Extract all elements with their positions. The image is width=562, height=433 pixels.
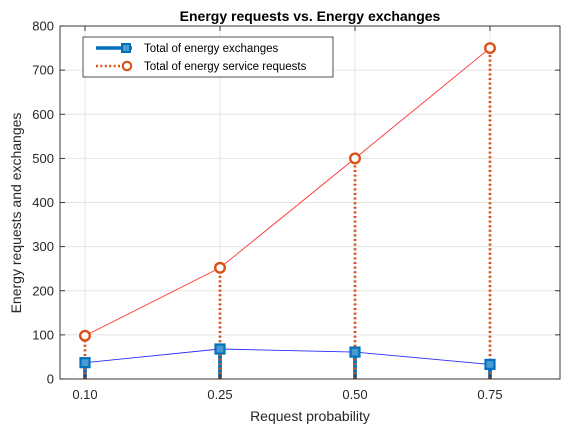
- series-1-connector-line: [84, 47, 491, 337]
- y-tick-label: 400: [32, 195, 54, 210]
- y-tick-label: 300: [32, 239, 54, 254]
- y-axis-label: Energy requests and exchanges: [8, 113, 24, 314]
- legend-label-requests: Total of energy service requests: [144, 61, 307, 73]
- y-tick-label: 200: [32, 283, 54, 298]
- series-0-marker: [484, 358, 496, 371]
- x-tick-label: 0.10: [72, 387, 97, 402]
- legend: Total of energy exchanges Total of energ…: [82, 36, 334, 78]
- x-tick-label: 0.25: [207, 387, 232, 402]
- series-0-marker: [349, 346, 361, 358]
- x-tick-label: 0.75: [477, 387, 502, 402]
- legend-swatch-marker-0: [121, 43, 131, 53]
- series-0-marker: [79, 357, 91, 369]
- y-tick-label: 0: [47, 372, 54, 387]
- chart-title: Energy requests vs. Energy exchanges: [180, 8, 441, 24]
- legend-label-exchanges: Total of energy exchanges: [144, 43, 279, 55]
- series-1-marker: [349, 152, 362, 165]
- series-1-marker: [213, 261, 226, 274]
- x-tick-label: 0.50: [342, 387, 367, 402]
- y-tick-label: 100: [32, 327, 54, 342]
- y-tick-label: 600: [32, 107, 54, 122]
- x-axis-label: Request probability: [250, 408, 370, 424]
- y-tick-label: 800: [32, 19, 54, 34]
- series-0-marker: [214, 343, 226, 355]
- legend-swatch-marker-1: [121, 60, 133, 72]
- series-1-marker: [484, 42, 497, 55]
- series-1-marker: [78, 329, 91, 342]
- y-tick-label: 700: [32, 63, 54, 78]
- y-tick-label: 500: [32, 151, 54, 166]
- series-0-connector-line: [84, 348, 491, 365]
